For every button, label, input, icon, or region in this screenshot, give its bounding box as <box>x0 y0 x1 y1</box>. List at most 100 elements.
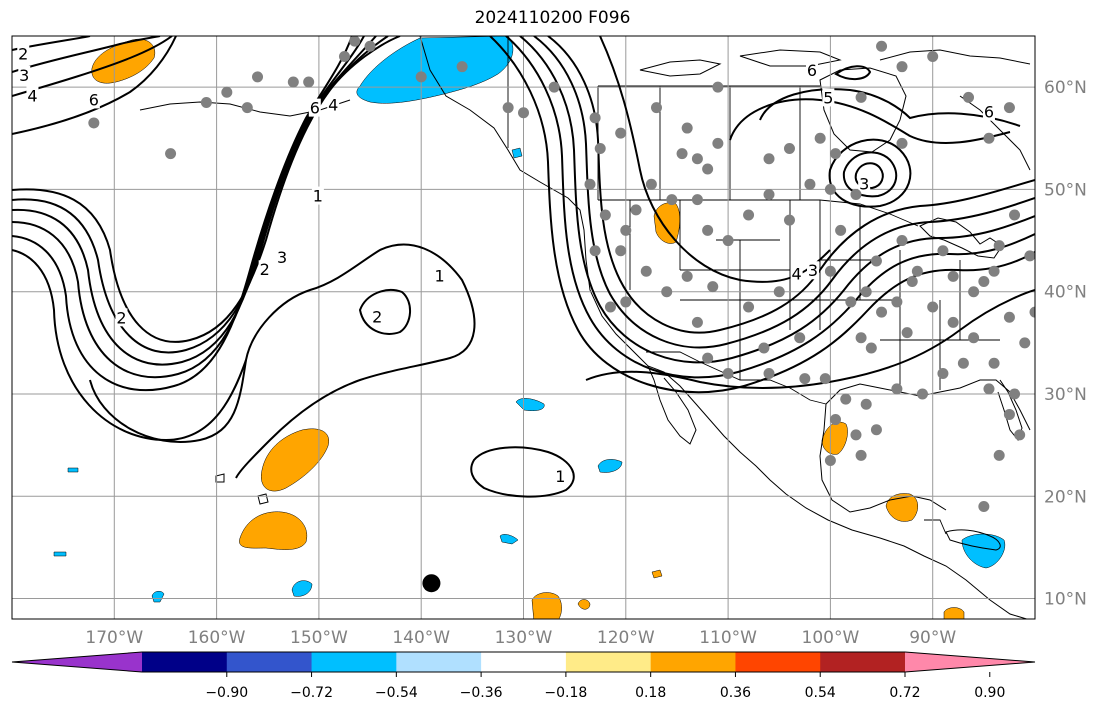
station-dot <box>993 449 1005 461</box>
contour-label: 1 <box>435 266 445 285</box>
station-dot <box>911 265 923 277</box>
station-dot <box>876 40 888 52</box>
contour-trough-2 <box>533 36 1035 349</box>
station-dot <box>947 316 959 328</box>
colorbar-tick-label: 0.36 <box>720 685 751 701</box>
station-dot <box>870 255 882 267</box>
station-dot <box>681 122 693 134</box>
colorbar-segment <box>565 652 652 672</box>
colorbar-labels: −0.90 −0.72 −0.54 −0.36 −0.18 0.18 0.36 0.54 0.7… <box>205 672 1005 701</box>
lon-tick-label: 100°W <box>802 628 860 648</box>
station-dot <box>722 235 734 247</box>
station-dot <box>860 398 872 410</box>
station-dot <box>988 265 1000 277</box>
contour-label: 2 <box>18 44 28 63</box>
lon-tick-label: 160°W <box>188 628 246 648</box>
station-dot <box>364 40 376 52</box>
contour-label: 4 <box>328 96 338 115</box>
station-dot <box>783 214 795 226</box>
station-dot <box>1029 306 1035 318</box>
contour-label: 1 <box>313 187 323 206</box>
shade-pacific-south-orange <box>531 592 562 619</box>
station-dot <box>763 368 775 380</box>
station-dot <box>88 117 100 129</box>
contour-label-bg <box>805 60 818 79</box>
contour-label: 4 <box>27 86 37 105</box>
station-dot <box>799 373 811 385</box>
station-dot <box>850 429 862 441</box>
lat-tick-label: 40°N <box>1044 283 1087 303</box>
us-mexico-border <box>646 351 827 405</box>
station-dot <box>650 102 662 114</box>
contour-label-bg <box>327 95 340 114</box>
station-dot <box>865 342 877 354</box>
contour-label-bg <box>982 102 995 121</box>
station-dot <box>165 148 177 160</box>
station-dot <box>221 86 233 98</box>
contour-label-bg <box>311 186 324 205</box>
shade-small-orange-b <box>651 569 663 579</box>
lon-tick-label: 140°W <box>392 628 450 648</box>
station-dot <box>824 265 836 277</box>
station-dot <box>548 81 560 93</box>
station-dot <box>743 209 755 221</box>
station-dot <box>676 148 688 160</box>
station-dot <box>702 163 714 175</box>
station-dot <box>1003 408 1015 420</box>
contour-label: 6 <box>984 103 994 122</box>
station-dot <box>241 102 253 114</box>
station-dot <box>993 240 1005 252</box>
shade-bc-blue <box>511 147 523 159</box>
station-dot <box>712 81 724 93</box>
colorbar-tick-label: −0.72 <box>290 685 333 701</box>
mexico-gulf-coast <box>819 403 947 513</box>
colorbar-segment <box>396 652 482 672</box>
storm-position-marker <box>422 574 441 593</box>
station-dot <box>978 275 990 287</box>
station-dot <box>983 383 995 395</box>
shade-pacific-blue-e <box>151 591 165 603</box>
cuba <box>945 529 1001 551</box>
lon-tick-label: 150°W <box>290 628 348 648</box>
colorbar-tick-label: −0.18 <box>544 685 587 701</box>
baja-california <box>647 365 697 445</box>
shade-pacific-blue-d <box>499 534 519 545</box>
contour-label: 1 <box>555 467 565 486</box>
station-dot <box>1009 388 1021 400</box>
station-dot <box>896 61 908 73</box>
contour-label-bg <box>276 247 289 266</box>
station-dot <box>927 301 939 313</box>
shade-pacific-blue-c <box>291 580 313 597</box>
contour-label: 3 <box>19 66 29 85</box>
station-dot <box>814 132 826 144</box>
contour-label: 3 <box>277 248 287 267</box>
lat-tick-label: 10°N <box>1044 590 1087 610</box>
shade-pacific-blue-g <box>53 551 67 557</box>
colorbar <box>11 651 1036 673</box>
state-lines-west <box>629 200 820 380</box>
station-dot <box>1003 311 1015 323</box>
station-dot <box>594 143 606 155</box>
contour-label-bg <box>371 307 384 326</box>
contour-alaska-b <box>12 36 161 73</box>
colorbar-extend-low <box>12 652 142 672</box>
station-dot <box>840 393 852 405</box>
contour-label-bg <box>807 261 820 280</box>
station-dot <box>702 224 714 236</box>
contour-label-bg <box>858 174 871 193</box>
station-dot <box>957 357 969 369</box>
station-dot <box>707 281 719 293</box>
arctic-island-b <box>739 49 842 67</box>
station-dot <box>252 71 264 83</box>
lat-tick-label: 20°N <box>1044 487 1087 507</box>
colorbar-segment <box>142 652 228 672</box>
contour-trough-5 <box>489 36 1035 394</box>
contour-label-bg <box>822 88 835 107</box>
shade-pacific-blue-b <box>597 459 623 473</box>
hawaii-island <box>215 473 225 483</box>
station-dot <box>1003 102 1015 114</box>
colorbar-segment <box>311 652 397 672</box>
labrador <box>959 95 1031 171</box>
station-dot <box>978 500 990 512</box>
